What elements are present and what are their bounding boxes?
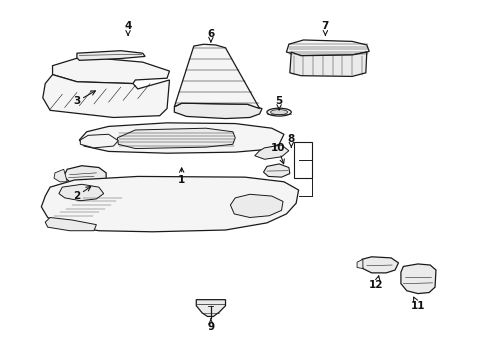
Text: 10: 10: [271, 143, 285, 164]
Text: 9: 9: [207, 319, 215, 332]
Polygon shape: [362, 257, 398, 273]
Text: 12: 12: [369, 276, 384, 291]
Polygon shape: [401, 264, 436, 294]
Polygon shape: [45, 217, 97, 231]
Polygon shape: [255, 145, 289, 159]
Ellipse shape: [270, 110, 288, 114]
Polygon shape: [77, 51, 145, 60]
Polygon shape: [290, 52, 367, 76]
Polygon shape: [230, 194, 283, 217]
Polygon shape: [174, 44, 260, 109]
Text: 4: 4: [124, 21, 132, 35]
Polygon shape: [59, 184, 104, 201]
Text: 5: 5: [275, 96, 283, 110]
Polygon shape: [357, 259, 363, 269]
Text: 6: 6: [207, 28, 215, 42]
Polygon shape: [52, 57, 170, 84]
Text: 2: 2: [74, 186, 91, 201]
Text: 8: 8: [288, 134, 295, 147]
Ellipse shape: [267, 108, 291, 116]
Text: 7: 7: [322, 21, 329, 35]
Polygon shape: [41, 176, 298, 232]
Polygon shape: [79, 123, 284, 153]
Polygon shape: [117, 128, 235, 149]
Polygon shape: [80, 134, 118, 148]
Polygon shape: [264, 164, 290, 177]
Polygon shape: [287, 40, 369, 56]
Text: 3: 3: [74, 91, 96, 107]
Polygon shape: [54, 169, 67, 182]
Text: 1: 1: [178, 168, 185, 185]
Polygon shape: [196, 300, 225, 316]
Polygon shape: [43, 75, 170, 117]
Polygon shape: [64, 166, 106, 184]
Text: 11: 11: [411, 297, 425, 311]
Polygon shape: [174, 103, 262, 118]
